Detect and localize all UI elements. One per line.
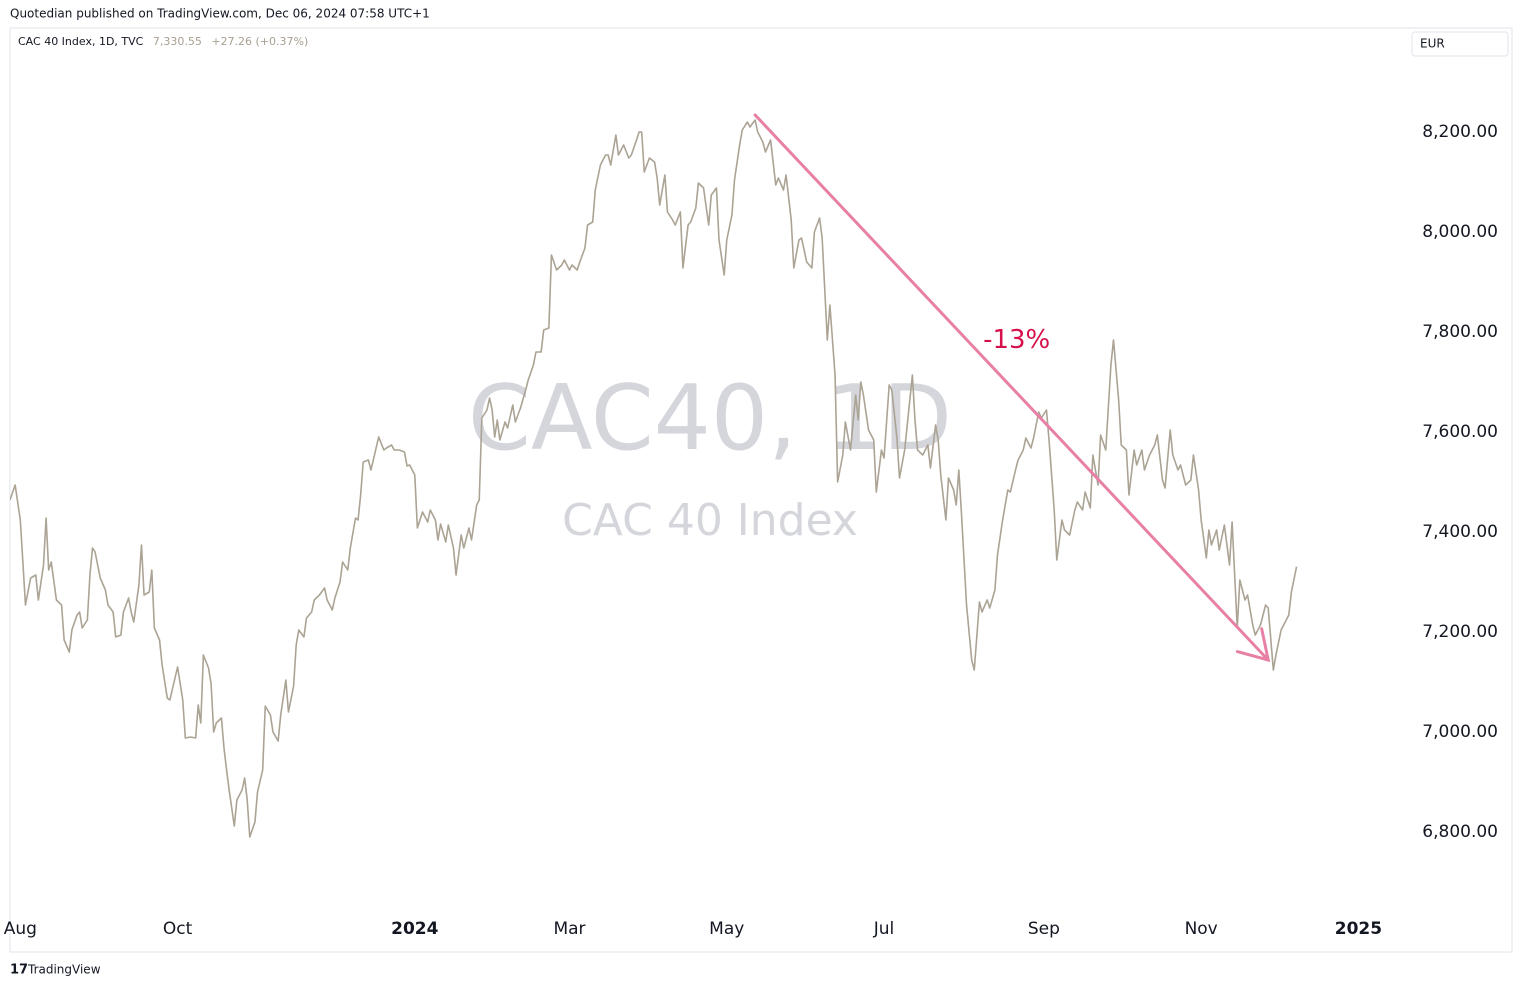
footer-logo: 17 (10, 963, 28, 978)
y-tick-label: 7,400.00 (1422, 522, 1498, 542)
x-tick-label: Aug (4, 919, 37, 939)
header: Quotedian published on TradingView.com, … (10, 7, 430, 21)
x-tick-label: 2024 (391, 919, 438, 939)
y-tick-label: 6,800.00 (1422, 822, 1498, 842)
x-tick-label: Sep (1028, 919, 1060, 939)
legend-name: CAC 40 Index, 1D, TVC (18, 35, 144, 48)
y-tick-label: 8,000.00 (1422, 222, 1498, 242)
x-tick-label: Nov (1185, 919, 1218, 939)
x-tick-label: 2025 (1335, 919, 1382, 939)
chart-frame (9, 27, 1513, 953)
x-tick-label: Oct (163, 919, 193, 939)
legend-change: +27.26 (+0.37%) (211, 35, 308, 48)
watermark-symbol: CAC40, 1D (468, 366, 952, 471)
y-tick-label: 7,200.00 (1422, 622, 1498, 642)
x-tick-label: May (709, 919, 744, 939)
watermark-name: CAC 40 Index (562, 495, 858, 546)
y-tick-label: 7,800.00 (1422, 322, 1498, 342)
watermark: CAC40, 1D CAC 40 Index (468, 366, 952, 546)
legend: CAC 40 Index, 1D, TVC 7,330.55 +27.26 (+… (18, 35, 308, 48)
annotation-arrow (753, 113, 1271, 663)
plot-area (10, 119, 1298, 838)
y-tick-label: 7,000.00 (1422, 722, 1498, 742)
price-line (10, 119, 1298, 838)
y-tick-label: 8,200.00 (1422, 122, 1498, 142)
legend-last: 7,330.55 (153, 35, 202, 48)
x-tick-label: Jul (873, 919, 895, 939)
currency[interactable]: EUR (1420, 37, 1445, 51)
y-tick-label: 7,600.00 (1422, 422, 1498, 442)
currency-box[interactable] (1411, 31, 1509, 57)
annotation-label: -13% (983, 325, 1050, 355)
footer: TradingView (27, 963, 101, 977)
x-tick-label: Mar (553, 919, 585, 939)
